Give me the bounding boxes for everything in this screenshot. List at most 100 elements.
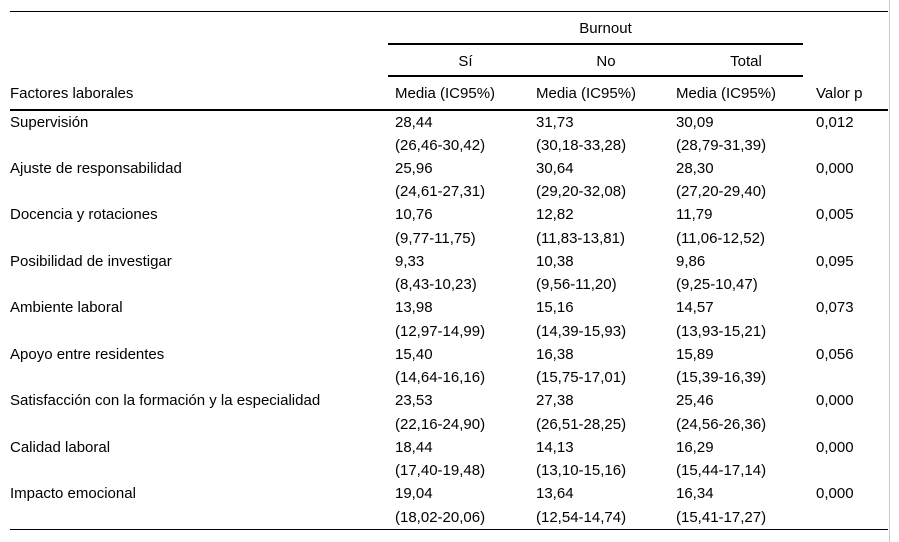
p-value: 0,095 <box>816 252 854 270</box>
table-row: Docencia y rotaciones 10,76 (9,77-11,75)… <box>10 203 888 250</box>
burnout-group-underline <box>388 43 803 45</box>
no-mean-cell: 31,73 (30,18-33,28) <box>536 110 676 157</box>
total-mean-cell: 16,34 (15,41-17,27) <box>676 482 816 529</box>
no-ci-value: (9,56-11,20) <box>536 276 617 294</box>
si-ci-value: (8,43-10,23) <box>395 276 477 294</box>
no-ci-value: (15,75-17,01) <box>536 369 627 387</box>
si-mean-cell: 25,96 (24,61-27,31) <box>395 157 536 204</box>
table-body: Supervisión 28,44 (26,46-30,42) 31,73 (3… <box>10 110 888 530</box>
subgroup-header-row: Sí No Total <box>10 45 888 78</box>
media-ic95-header-no: Media (IC95%) <box>536 77 676 111</box>
si-mean-value: 19,04 <box>395 485 433 503</box>
no-mean-value: 27,38 <box>536 392 574 410</box>
si-mean-value: 25,96 <box>395 159 433 177</box>
page-edge-divider <box>889 0 890 542</box>
si-mean-cell: 15,40 (14,64-16,16) <box>395 343 536 390</box>
total-mean-value: 9,86 <box>676 252 706 270</box>
no-ci-value: (30,18-33,28) <box>536 136 627 154</box>
total-mean-cell: 16,29 (15,44-17,14) <box>676 436 816 483</box>
si-mean-value: 18,44 <box>395 438 433 456</box>
total-mean-value: 25,46 <box>676 392 714 410</box>
no-mean-cell: 10,38 (9,56-11,20) <box>536 250 676 297</box>
media-ic95-header-total: Media (IC95%) <box>676 77 816 111</box>
total-mean-cell: 25,46 (24,56-26,36) <box>676 389 816 436</box>
table-row: Ajuste de responsabilidad 25,96 (24,61-2… <box>10 157 888 204</box>
factors-column-header: Factores laborales <box>10 77 395 111</box>
p-value: 0,073 <box>816 299 854 317</box>
factor-label: Supervisión <box>10 113 89 131</box>
burnout-factors-table: Burnout Sí No Total Factores laborales M… <box>10 11 888 530</box>
si-mean-cell: 9,33 (8,43-10,23) <box>395 250 536 297</box>
si-mean-cell: 23,53 (22,16-24,90) <box>395 389 536 436</box>
si-mean-cell: 10,76 (9,77-11,75) <box>395 203 536 250</box>
group-header-row: Burnout <box>10 12 888 45</box>
p-value: 0,000 <box>816 438 854 456</box>
si-mean-value: 13,98 <box>395 299 433 317</box>
si-mean-cell: 28,44 (26,46-30,42) <box>395 110 536 157</box>
no-mean-cell: 12,82 (11,83-13,81) <box>536 203 676 250</box>
no-ci-value: (11,83-13,81) <box>536 229 625 247</box>
table-row: Satisfacción con la formación y la espec… <box>10 389 888 436</box>
total-mean-cell: 30,09 (28,79-31,39) <box>676 110 816 157</box>
si-mean-value: 15,40 <box>395 345 433 363</box>
empty-cell <box>816 45 888 78</box>
media-ic95-header-si: Media (IC95%) <box>395 77 536 111</box>
factors-table-wrapper: Burnout Sí No Total Factores laborales M… <box>10 11 888 530</box>
table-row: Supervisión 28,44 (26,46-30,42) 31,73 (3… <box>10 110 888 157</box>
si-ci-value: (17,40-19,48) <box>395 462 486 480</box>
si-ci-value: (22,16-24,90) <box>395 415 486 433</box>
table-row: Apoyo entre residentes 15,40 (14,64-16,1… <box>10 343 888 390</box>
p-value: 0,000 <box>816 392 854 410</box>
no-mean-cell: 13,64 (12,54-14,74) <box>536 482 676 529</box>
total-ci-value: (28,79-31,39) <box>676 136 767 154</box>
no-mean-value: 15,16 <box>536 299 574 317</box>
si-mean-value: 9,33 <box>395 252 425 270</box>
total-mean-value: 11,79 <box>676 206 713 224</box>
factor-label: Ajuste de responsabilidad <box>10 159 182 177</box>
no-ci-value: (14,39-15,93) <box>536 322 627 340</box>
table-header: Burnout Sí No Total Factores laborales M… <box>10 12 888 111</box>
factor-label: Calidad laboral <box>10 438 111 456</box>
subheader-no: No <box>596 52 616 70</box>
total-ci-value: (24,56-26,36) <box>676 415 767 433</box>
si-mean-value: 28,44 <box>395 113 433 131</box>
factor-label: Apoyo entre residentes <box>10 345 165 363</box>
si-mean-cell: 13,98 (12,97-14,99) <box>395 296 536 343</box>
p-value: 0,005 <box>816 206 854 224</box>
p-value: 0,012 <box>816 113 854 131</box>
total-ci-value: (15,39-16,39) <box>676 369 767 387</box>
total-mean-value: 16,34 <box>676 485 714 503</box>
no-mean-value: 31,73 <box>536 113 574 131</box>
total-mean-cell: 28,30 (27,20-29,40) <box>676 157 816 204</box>
p-value: 0,000 <box>816 159 854 177</box>
total-ci-value: (27,20-29,40) <box>676 183 767 201</box>
no-mean-value: 12,82 <box>536 206 574 224</box>
factor-label: Posibilidad de investigar <box>10 252 172 270</box>
si-ci-value: (24,61-27,31) <box>395 183 486 201</box>
p-value: 0,056 <box>816 345 854 363</box>
no-mean-value: 14,13 <box>536 438 574 456</box>
empty-cell <box>10 45 395 78</box>
valor-p-header: Valor p <box>816 77 888 111</box>
factor-label: Docencia y rotaciones <box>10 206 158 224</box>
no-mean-cell: 27,38 (26,51-28,25) <box>536 389 676 436</box>
total-mean-value: 16,29 <box>676 438 714 456</box>
table-row: Impacto emocional 19,04 (18,02-20,06) 13… <box>10 482 888 529</box>
total-mean-cell: 11,79 (11,06-12,52) <box>676 203 816 250</box>
subgroup-underline <box>388 75 803 77</box>
no-mean-cell: 30,64 (29,20-32,08) <box>536 157 676 204</box>
table-row: Posibilidad de investigar 9,33 (8,43-10,… <box>10 250 888 297</box>
factor-label: Ambiente laboral <box>10 299 123 317</box>
factor-label: Satisfacción con la formación y la espec… <box>10 392 321 410</box>
no-mean-value: 10,38 <box>536 252 574 270</box>
column-header-row: Factores laborales Media (IC95%) Media (… <box>10 77 888 111</box>
no-mean-cell: 16,38 (15,75-17,01) <box>536 343 676 390</box>
total-ci-value: (15,44-17,14) <box>676 462 767 480</box>
total-mean-value: 30,09 <box>676 113 714 131</box>
burnout-group-header: Burnout <box>579 19 632 37</box>
subheader-total: Total <box>730 52 762 70</box>
total-mean-value: 14,57 <box>676 299 714 317</box>
si-ci-value: (18,02-20,06) <box>395 508 486 526</box>
total-mean-value: 15,89 <box>676 345 714 363</box>
